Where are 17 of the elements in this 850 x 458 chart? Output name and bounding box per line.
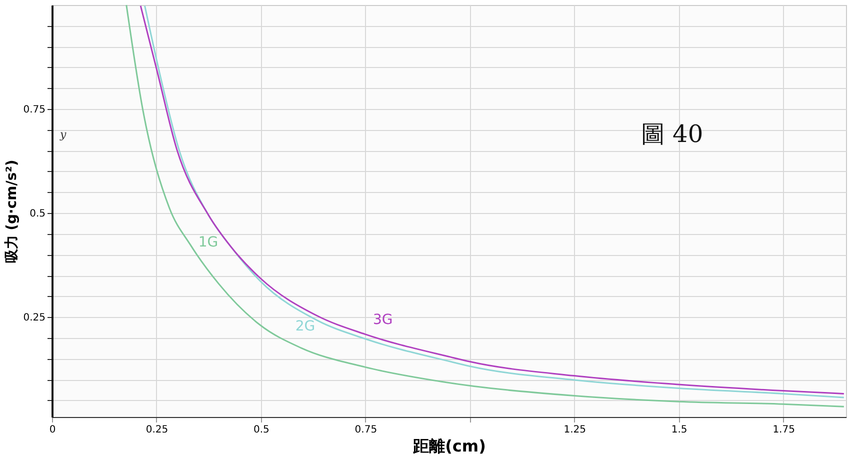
text: 圖 40 — [640, 120, 704, 148]
y-tick-label: 0.5 — [30, 208, 46, 220]
x-tick-label: 0.75 — [354, 424, 378, 436]
x-tick-label: 1.25 — [564, 424, 586, 436]
x-tick-label: 0.5 — [253, 424, 270, 436]
x-tick-label: 1.75 — [772, 424, 795, 436]
x-axis-title: 距離(cm) — [412, 436, 486, 456]
y-tick-label: 0.25 — [23, 312, 46, 324]
y-tick-label: 0.75 — [23, 104, 46, 116]
x-tick-label: 0 — [49, 424, 56, 436]
series-label: 2G — [295, 318, 316, 334]
x-tick-label: 0.25 — [146, 424, 168, 436]
y-axis-title: 吸力 (g·cm/s²) — [4, 160, 20, 264]
x-tick-label: 1.5 — [671, 424, 688, 436]
series-label: 1G — [198, 234, 218, 251]
annotation: y — [59, 128, 67, 141]
series-label: 3G — [373, 312, 393, 328]
